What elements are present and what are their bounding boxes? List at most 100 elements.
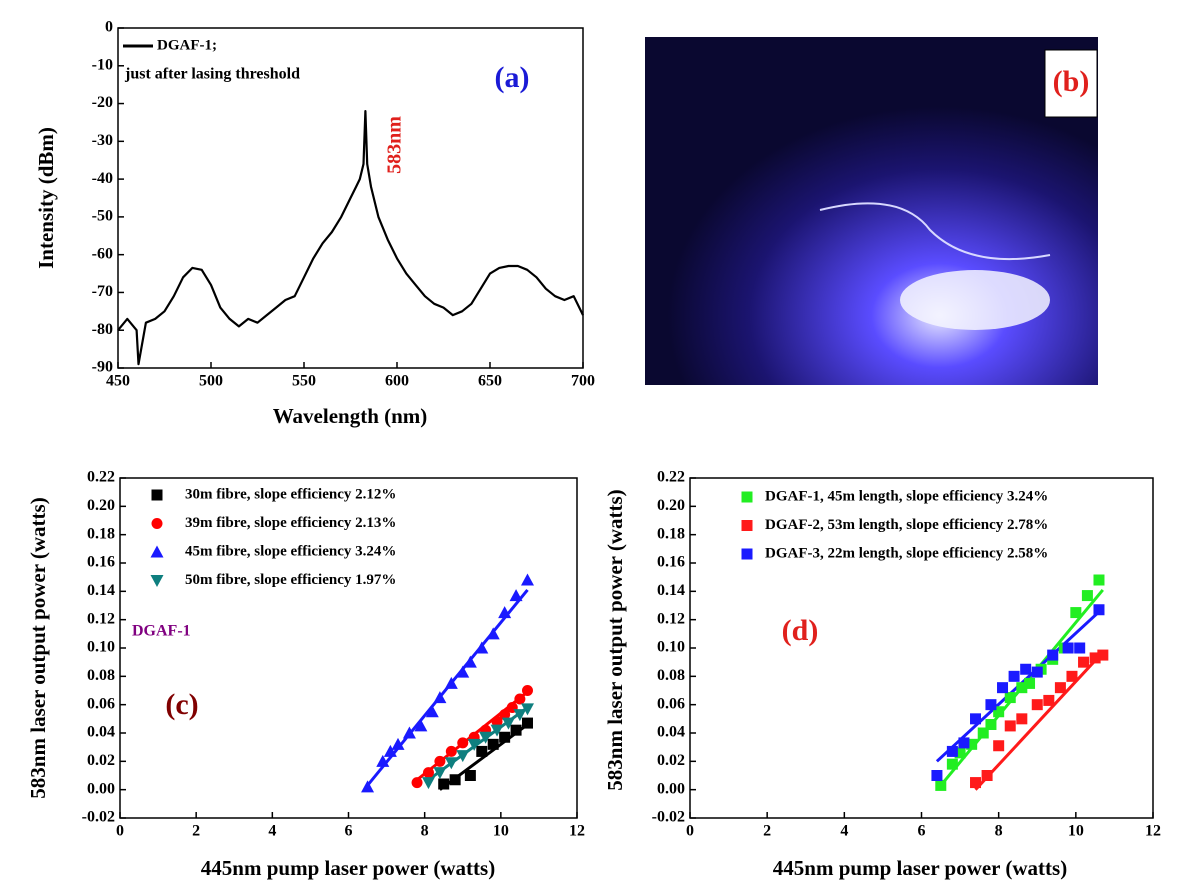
point [464,770,476,781]
point [486,627,500,640]
legend-label: DGAF-3, 22m length, slope efficiency 2.5… [765,545,1048,561]
x-tick-label: 0 [116,823,124,840]
x-tick-label: 10 [493,823,509,840]
y-tick-label: 0.22 [87,469,115,486]
y-tick-label: 0.14 [87,582,115,599]
x-tick-label: 2 [763,823,771,840]
point [361,780,375,793]
point [1004,692,1016,704]
x-axis-label: Wavelength (nm) [273,404,428,428]
annotation: DGAF-1 [132,623,191,640]
point [391,737,405,750]
y-tick-label: -60 [92,245,113,262]
point [411,777,423,789]
point [1097,649,1109,661]
point [993,706,1005,718]
y-tick-label: 0.12 [657,610,685,627]
point [376,754,390,767]
y-tick-label: 0.08 [87,667,115,684]
point [383,744,397,757]
point [1054,682,1066,694]
chart-panel: 450 500 550 600 650 700 0 -10 -20 -30 -40 -50 -60 -70… [34,19,595,428]
x-tick-label: 6 [345,823,353,840]
point [981,770,993,781]
chart-panel: 0 2 4 6 8 10 12 -0.02 0.00 0.02 0.04 0.06 0.08 0.10 0.… [26,469,585,880]
point [487,738,499,750]
point [1093,604,1105,616]
point [1031,699,1043,711]
point [499,731,511,743]
legend-swatch [741,520,753,531]
point [479,731,493,744]
point [1016,682,1028,694]
point [513,709,527,722]
chart-panel: 0 2 4 6 8 10 12 -0.02 0.00 0.02 0.04 0.06 0.08 0.10 0.… [603,469,1161,880]
point [463,655,477,668]
annotation: (a) [495,61,530,94]
y-tick-label: 0.02 [657,752,685,769]
point [449,774,461,786]
annotation: (d) [782,614,819,647]
point [970,777,982,789]
point [935,779,947,791]
point [521,685,533,696]
point [1081,590,1093,602]
point [521,717,533,729]
y-tick-label: 0.16 [87,554,115,571]
y-tick-label: 0.10 [87,639,115,656]
photo-fibre [819,202,1051,261]
y-tick-label: 0.20 [87,497,115,514]
x-tick-label: 6 [918,823,926,840]
point [444,757,458,770]
point [457,737,469,749]
y-tick-label: 0.00 [87,780,115,797]
point [977,727,989,739]
legend-label: DGAF-1, 45m length, slope efficiency 3.2… [765,488,1048,504]
x-tick-label: 10 [1068,823,1084,840]
y-tick-label: -10 [92,56,113,73]
point [931,770,943,781]
x-tick-label: 2 [192,823,200,840]
photo-glow [900,270,1050,330]
y-tick-label: 0.22 [657,469,685,486]
x-tick-label: 450 [106,373,130,390]
point [1070,607,1082,619]
point [1093,574,1105,586]
point [1078,656,1090,668]
point [422,767,434,779]
line [117,110,584,366]
point [946,745,958,757]
legend-swatch [741,491,753,503]
point [954,747,966,759]
legend-swatch [151,489,163,501]
x-tick-label: 650 [478,373,502,390]
annotation: just after lasing threshold [124,66,300,83]
y-tick-label: 0.10 [657,639,685,656]
plot-frame [117,27,584,369]
legend-label: 30m fibre, slope efficiency 2.12% [185,486,396,502]
y-tick-label: 0.16 [657,554,685,571]
point [1089,652,1101,664]
y-tick-label: -30 [92,132,113,149]
x-tick-label: 700 [571,373,595,390]
legend-swatch [151,518,163,529]
point [993,740,1005,752]
x-tick-label: 8 [421,823,429,840]
point [985,719,997,730]
x-tick-label: 12 [569,823,585,840]
point [1031,666,1043,678]
point [490,724,504,737]
photo [645,37,1098,385]
x-tick-label: 550 [292,373,316,390]
photo-label: (b) [1053,65,1090,98]
point [434,755,446,767]
point [1016,713,1028,725]
y-tick-label: 0.06 [87,695,115,712]
point [456,665,470,678]
point [1047,649,1059,661]
point [1020,663,1032,675]
y-tick-label: 0.04 [657,724,685,741]
legend-label: 45m fibre, slope efficiency 3.24% [185,543,396,559]
y-tick-label: 0.00 [657,780,685,797]
